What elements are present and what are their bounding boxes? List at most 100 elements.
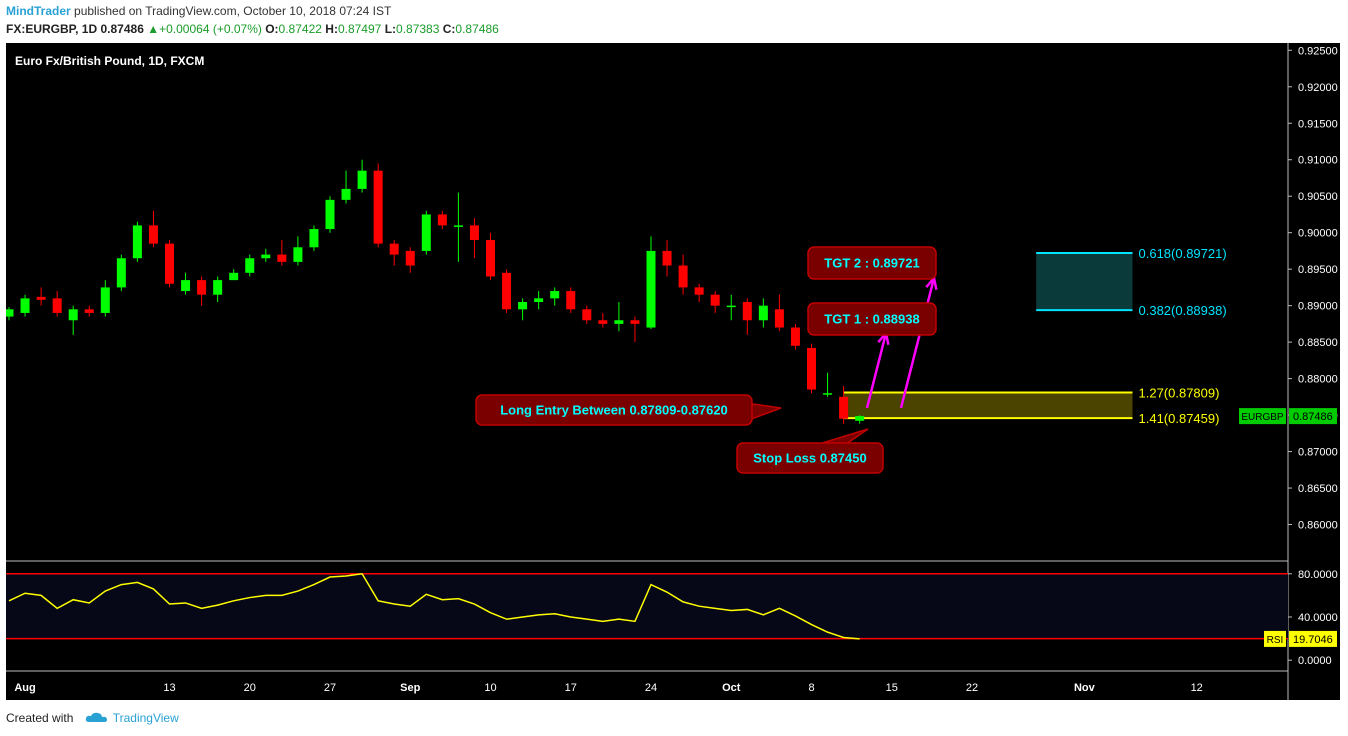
candle-down: [277, 254, 287, 262]
high-value: 0.87497: [337, 22, 382, 36]
callout-box[interactable]: [736, 442, 884, 474]
candle-up: [855, 416, 865, 421]
candle-up: [534, 298, 544, 302]
y-tick-label: 0.92500: [1298, 45, 1338, 57]
candle-down: [566, 291, 576, 310]
candle-down: [742, 302, 752, 321]
rsi-band-fill: [6, 573, 1288, 639]
candle-up: [261, 254, 271, 259]
footer: Created with TradingView: [6, 711, 179, 725]
candle-up: [245, 258, 255, 273]
low-label: L:: [384, 22, 397, 36]
candle-up: [421, 214, 431, 251]
candle-down: [437, 214, 447, 226]
candle-down: [662, 250, 672, 266]
y-tick-label: 0.86000: [1298, 520, 1338, 532]
callout-text: TGT 1 : 0.88938: [824, 312, 919, 327]
chart-title: Euro Fx/British Pound, 1D, FXCM: [15, 54, 204, 68]
y-tick-label: 0.86500: [1298, 483, 1338, 495]
x-tick-label: 12: [1191, 682, 1203, 694]
callout-box[interactable]: [807, 246, 937, 280]
y-tick-label: 0.90000: [1298, 228, 1338, 240]
x-tick-label: 27: [324, 682, 336, 694]
x-tick-label: 15: [886, 682, 898, 694]
entry-zone-box: [843, 392, 1133, 419]
candle-down: [598, 320, 608, 324]
rsi-y-tick-label: 0.0000: [1298, 655, 1332, 667]
rsi-y-tick-label: 80.0000: [1298, 569, 1338, 581]
y-tick-label: 0.91500: [1298, 118, 1338, 130]
rsi-y-tick-label: 40.0000: [1298, 612, 1338, 624]
x-tick-label: 24: [645, 682, 657, 694]
candle-up: [325, 199, 335, 230]
candle-down: [165, 243, 174, 284]
candle-up: [646, 250, 656, 328]
chart-frame[interactable]: Euro Fx/British Pound, 1D, FXCM 0.92500 0.…: [4, 43, 1340, 700]
x-tick-label: Aug: [14, 682, 35, 694]
candle-down: [373, 170, 383, 244]
candle-down: [197, 280, 207, 295]
candle-up: [100, 287, 110, 313]
candle-up: [293, 247, 303, 262]
candle-up: [116, 258, 126, 288]
high-label: H:: [325, 22, 338, 36]
candle-up: [758, 305, 768, 321]
candle-down: [36, 296, 46, 300]
candle-down: [710, 294, 720, 306]
callout-box[interactable]: [807, 302, 937, 336]
candle-down: [389, 243, 399, 255]
created-with-label: Created with: [6, 711, 74, 725]
rsi-name-badge: [1264, 630, 1286, 647]
candle-up: [357, 170, 367, 189]
candle-up: [4, 309, 14, 317]
published-text: published on TradingView.com, October 10…: [74, 4, 392, 18]
x-tick-label: Nov: [1074, 682, 1096, 694]
target-zone-box: [1036, 253, 1133, 311]
open-label: O:: [265, 22, 279, 36]
candle-up: [213, 280, 223, 295]
rsi-line: [8, 572, 860, 640]
candle-down: [469, 225, 479, 240]
symbol-badge-text: EURGBP: [1241, 412, 1284, 423]
candle-up: [181, 280, 191, 292]
candle-up: [341, 188, 351, 200]
last-price: 0.87486: [100, 22, 144, 36]
x-tick-label: 13: [163, 682, 175, 694]
y-tick-label: 0.87000: [1298, 447, 1338, 459]
callout-text: TGT 2 : 0.89721: [824, 256, 919, 271]
candle-up: [614, 320, 624, 324]
y-tick-label: 0.92000: [1298, 82, 1338, 94]
close-value: 0.87486: [455, 22, 499, 36]
symbol-info: FX:EURGBP, 1D 0.87486 ▲+0.00064 (+0.07%)…: [6, 22, 499, 36]
symbol-line: FX:EURGBP, 1D: [6, 22, 98, 36]
x-tick-label: 8: [808, 682, 814, 694]
y-tick-label: 0.88500: [1298, 337, 1338, 349]
callout-text: Long Entry Between 0.87809-0.87620: [500, 403, 728, 418]
x-tick-label: 10: [484, 682, 496, 694]
candle-up: [823, 393, 833, 395]
callout-box[interactable]: [475, 394, 753, 426]
fib-level-label: 0.382(0.88938): [1139, 303, 1227, 318]
candle-down: [52, 298, 62, 313]
candle-up: [518, 302, 528, 310]
callout-text: Stop Loss 0.87450: [753, 451, 866, 466]
x-tick-label: Oct: [722, 682, 741, 694]
rsi-name-badge-text: RSI: [1267, 635, 1284, 646]
y-tick-label: 0.89000: [1298, 301, 1338, 313]
fib-level-label: 1.41(0.87459): [1139, 411, 1220, 426]
chart-svg[interactable]: Euro Fx/British Pound, 1D, FXCM 0.92500 0.…: [4, 43, 1340, 700]
candle-up: [68, 309, 78, 321]
y-tick-label: 0.91000: [1298, 155, 1338, 167]
tradingview-link[interactable]: TradingView: [112, 711, 179, 725]
author-name[interactable]: MindTrader: [6, 4, 71, 18]
candle-up: [453, 225, 463, 227]
candle-up: [726, 305, 736, 308]
candle-down: [630, 320, 640, 324]
candle-down: [405, 250, 415, 266]
candle-up: [20, 298, 30, 313]
symbol-badge: [1239, 408, 1286, 425]
fib-level-label: 1.27(0.87809): [1139, 386, 1220, 401]
target-arrow-line: [865, 332, 888, 409]
open-value: 0.87422: [278, 22, 322, 36]
rsi-value-badge: [1289, 630, 1337, 647]
